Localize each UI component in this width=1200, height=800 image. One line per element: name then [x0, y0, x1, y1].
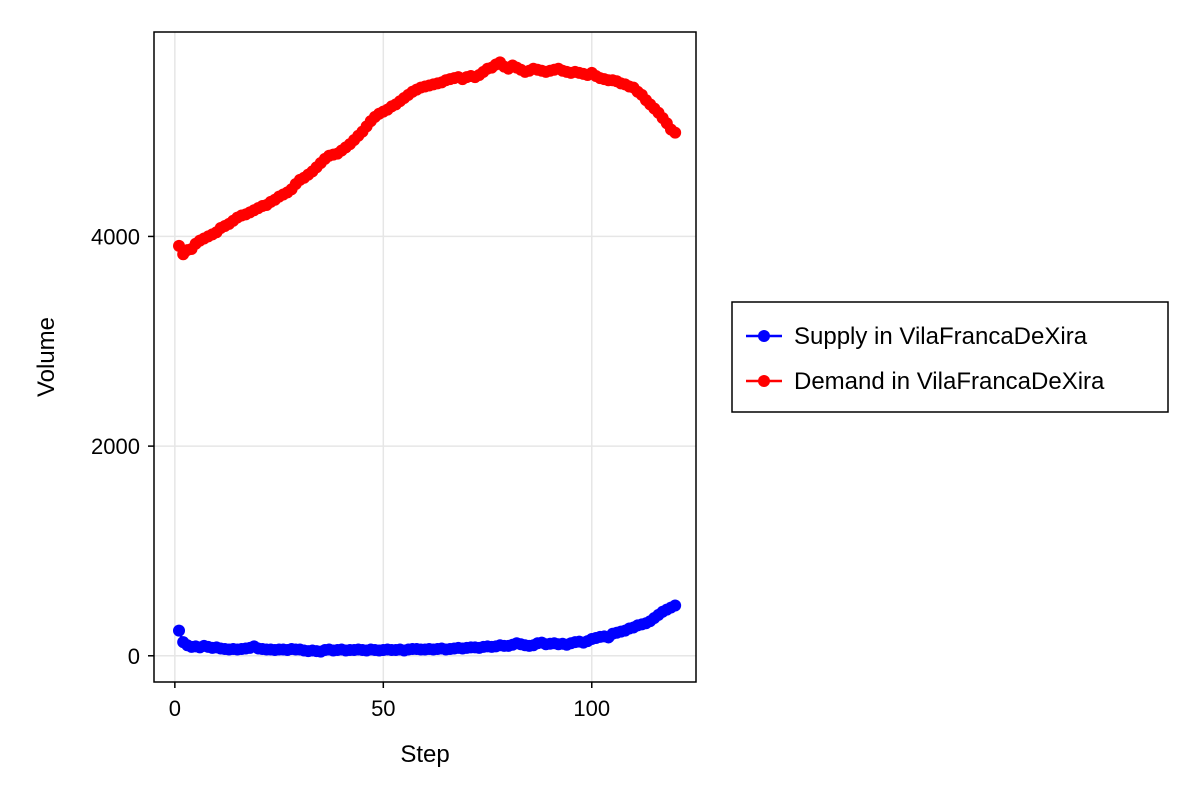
- legend-swatch-marker: [758, 375, 770, 387]
- legend-swatch-marker: [758, 330, 770, 342]
- x-axis-title: Step: [400, 741, 449, 768]
- legend-label: Supply in VilaFrancaDeXira: [794, 323, 1088, 350]
- plot-area-data: [173, 56, 682, 658]
- axis-ticks: 0 50 100 0 2000 4000: [91, 224, 610, 721]
- y-tick-label: 2000: [91, 434, 140, 459]
- legend-item: Demand in VilaFrancaDeXira: [746, 368, 1105, 395]
- x-tick-label: 100: [573, 696, 610, 721]
- legend-label: Demand in VilaFrancaDeXira: [794, 368, 1105, 395]
- legend-box: [731, 301, 1169, 413]
- x-tick-label: 0: [169, 696, 181, 721]
- legend: Supply in VilaFrancaDeXira Demand in Vila…: [731, 301, 1169, 413]
- y-tick-label: 4000: [91, 224, 140, 249]
- y-axis-title: Volume: [33, 317, 60, 397]
- data-point: [669, 126, 682, 139]
- x-tick-label: 50: [371, 696, 395, 721]
- data-point: [173, 624, 186, 637]
- legend-item: Supply in VilaFrancaDeXira: [746, 323, 1088, 350]
- plot-frame: [153, 31, 697, 683]
- data-point: [669, 599, 682, 612]
- series-demand: [173, 56, 682, 261]
- y-tick-label: 0: [128, 644, 140, 669]
- grid-lines: [154, 32, 696, 682]
- series-supply: [173, 599, 682, 658]
